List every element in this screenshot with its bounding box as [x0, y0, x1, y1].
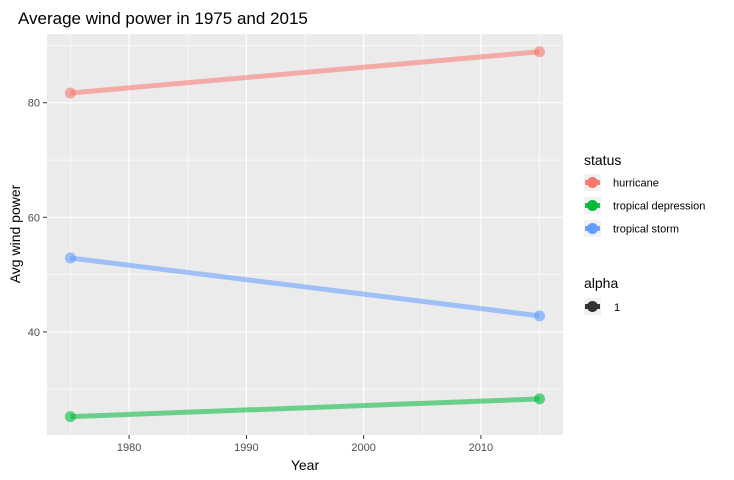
legend-key-point-hurricane — [587, 177, 598, 188]
x-tick-label: 2000 — [351, 442, 375, 454]
x-tick-label: 1980 — [117, 442, 141, 454]
y-tick-label: 40 — [28, 327, 40, 339]
legend-key-point-tropical-depression — [587, 200, 598, 211]
series-lines — [70, 49, 540, 420]
legend-label-tropical-depression: tropical depression — [613, 201, 705, 213]
legend: status hurricane tropical depression tropi… — [584, 152, 705, 315]
legend-label-hurricane: hurricane — [613, 178, 659, 190]
major-gridlines — [47, 34, 563, 435]
legend-alpha-point — [587, 301, 598, 312]
legend-status-title: status — [584, 152, 621, 168]
data-point-hurricane — [64, 87, 76, 99]
legend-keys: hurricane tropical depression tropical sto… — [584, 174, 705, 237]
data-point-hurricane — [534, 46, 546, 58]
x-axis-title: Year — [291, 457, 320, 473]
data-point-tropical-storm — [64, 252, 76, 264]
legend-alpha-key — [584, 298, 601, 315]
legend-alpha-label: 1 — [614, 302, 620, 314]
legend-key-point-tropical-storm — [587, 223, 598, 234]
y-tick-label: 60 — [28, 212, 40, 224]
data-point-tropical-depression — [534, 393, 546, 405]
series-line-tropical-depression — [70, 396, 540, 420]
chart-title: Average wind power in 1975 and 2015 — [18, 9, 308, 28]
minor-gridlines — [47, 34, 563, 435]
data-point-tropical-depression — [64, 411, 76, 423]
x-tick-label: 2010 — [469, 442, 493, 454]
legend-label-tropical-storm: tropical storm — [613, 224, 679, 236]
data-point-tropical-storm — [534, 310, 546, 322]
legend-alpha-title: alpha — [584, 275, 618, 291]
series-points — [64, 46, 546, 423]
series-line-tropical-storm — [70, 255, 540, 319]
y-axis-title: Avg wind power — [7, 184, 23, 283]
axis-ticks — [43, 102, 482, 439]
tick-labels: 1980 1990 2000 2010 40 60 80 — [28, 98, 493, 454]
series-line-hurricane — [70, 49, 540, 96]
x-tick-label: 1990 — [234, 442, 258, 454]
y-tick-label: 80 — [28, 98, 40, 110]
